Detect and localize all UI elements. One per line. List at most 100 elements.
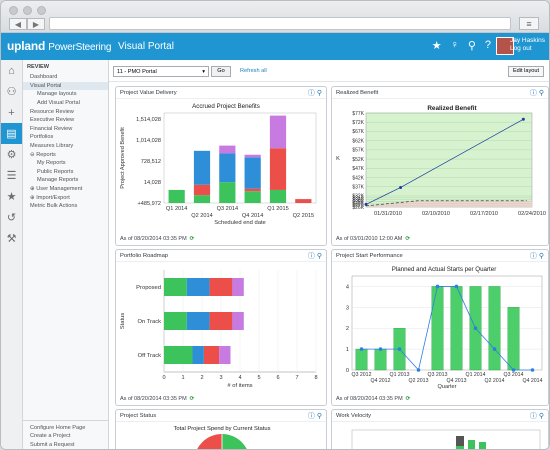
zoom-icon[interactable]: ⚲ (316, 413, 322, 420)
info-icon[interactable]: ⓘ (307, 413, 315, 420)
close-dot[interactable] (9, 6, 18, 15)
info-icon[interactable]: ⓘ (529, 90, 537, 97)
sidebar-item[interactable]: Resource Review (30, 108, 74, 115)
panel-title: Work Velocity ⓘ ⚲ (332, 410, 548, 422)
sidebar-item[interactable]: ⊖ Reports (30, 151, 56, 158)
refresh-icon[interactable]: ⟳ (405, 396, 411, 402)
window-controls (9, 6, 46, 15)
info-icon[interactable]: ⓘ (307, 253, 315, 260)
browser-chrome: ◀ ▶ ≡ (1, 1, 549, 33)
sidebar-item[interactable]: Manage Reports (37, 177, 79, 184)
chart-title: Planned and Actual Starts per Quarter (392, 266, 497, 273)
bar-segment (164, 278, 187, 296)
y-tick-label: +485,972 (138, 201, 162, 207)
portal-select[interactable]: 11 - PMO Portal ▾ (113, 66, 209, 77)
info-icon[interactable]: ⓘ (307, 90, 315, 97)
sidebar-item[interactable]: Public Reports (37, 168, 74, 175)
forward-icon[interactable]: ▶ (27, 18, 45, 30)
refresh-icon[interactable]: ⟳ (189, 396, 195, 402)
as-of-text: As of 08/20/2014 03:35 PM (120, 236, 187, 242)
sidebar-item[interactable]: Add Visual Portal (37, 100, 80, 107)
go-button[interactable]: Go (211, 66, 231, 77)
sidebar-item[interactable]: ⊕ User Management (30, 186, 83, 193)
chart-title: Accrued Project Benefits (192, 103, 260, 110)
panel-footer: As of 08/20/2014 03:35 PM ⟳ (120, 396, 194, 402)
chart-title: Realized Benefit (427, 105, 477, 112)
star-icon[interactable]: ★ (431, 40, 442, 52)
sidebar-item[interactable]: Visual Portal (23, 81, 108, 91)
history-icon[interactable]: ↺ (6, 212, 17, 224)
lightbulb-icon[interactable]: ♀ (450, 39, 459, 51)
minimize-dot[interactable] (23, 6, 32, 15)
y-tick-label: $31K (352, 196, 364, 202)
bar-segment (244, 191, 261, 203)
sidebar-item[interactable]: Portfolios (30, 134, 54, 141)
favorites-icon[interactable]: ★ (6, 191, 17, 203)
planned-bar (431, 286, 444, 371)
sidebar-bottom-item[interactable]: Configure Home Page (30, 424, 86, 431)
x-tick-label: 6 (276, 375, 279, 381)
y-axis-label: Project Approved Benefit (120, 127, 126, 189)
info-icon[interactable]: ⓘ (529, 253, 537, 260)
y-tick-label: 1,014,028 (136, 138, 161, 144)
refresh-icon[interactable]: ⟳ (405, 236, 410, 242)
x-axis-label: # of items (227, 383, 252, 389)
sidebar-item[interactable]: ⊕ Import/Export (30, 194, 70, 201)
address-bar[interactable] (49, 17, 511, 30)
actual-point (454, 284, 459, 289)
bar-segment (219, 153, 236, 183)
bar-segment (269, 189, 287, 203)
search-icon[interactable]: ⚲ (467, 40, 476, 52)
tools-icon[interactable]: ⚒ (6, 233, 17, 245)
sidebar-item[interactable]: Manage layouts (37, 91, 77, 98)
bar-segment (186, 278, 210, 296)
x-tick-label: Q4 2012 (371, 378, 391, 384)
home-icon[interactable]: ⌂ (8, 64, 15, 77)
zoom-icon[interactable]: ⚲ (316, 90, 322, 97)
sidebar-item[interactable]: Metric Bulk Actions (30, 203, 78, 210)
x-tick-label: Q4 2014 (523, 378, 543, 384)
sidebar-item[interactable]: My Reports (37, 160, 66, 167)
logout-link[interactable]: Log out (509, 45, 532, 52)
refresh-icon[interactable]: ⟳ (189, 236, 195, 242)
actual-line (361, 286, 533, 371)
help-icon[interactable]: ? (484, 39, 491, 51)
browser-menu-icon[interactable]: ≡ (519, 17, 539, 30)
app-logo[interactable]: upland PowerSteering (7, 39, 111, 53)
sidebar-item[interactable]: Executive Review (30, 117, 75, 124)
zoom-icon[interactable]: ⚲ (538, 253, 544, 260)
zoom-icon[interactable]: ⚲ (538, 90, 544, 97)
x-tick-label: Q2 2014 (485, 378, 505, 384)
edit-layout-button[interactable]: Edit layout (508, 66, 544, 77)
actual-point (399, 185, 403, 189)
x-tick-label: 8 (314, 375, 317, 381)
hierarchy-icon[interactable]: ☰ (6, 170, 17, 182)
info-icon[interactable]: ⓘ (529, 413, 537, 420)
y-tick-label: 4 (346, 284, 349, 290)
projects-icon[interactable]: ⚇ (6, 86, 17, 98)
review-icon[interactable]: ▤ (1, 123, 22, 144)
planned-bar (450, 286, 463, 371)
zoom-icon[interactable]: ⚲ (538, 413, 544, 420)
panel-portfolio-roadmap: Portfolio Roadmap ⓘ ⚲ 0 1 2 3 4 5 6 7 8 # of item… (115, 249, 327, 406)
maximize-dot[interactable] (37, 6, 46, 15)
back-icon[interactable]: ◀ (9, 18, 27, 30)
settings-icon[interactable]: ⚙ (6, 149, 17, 161)
zoom-icon[interactable]: ⚲ (316, 253, 322, 260)
bar-segment (209, 278, 233, 296)
panel-work-velocity: Work Velocity ⓘ ⚲ (331, 409, 549, 449)
sidebar-item[interactable]: Measures Library (30, 143, 74, 150)
add-icon[interactable]: + (8, 106, 15, 119)
sidebar-item[interactable]: Dashboard (30, 74, 58, 81)
refresh-all-link[interactable]: Refresh all (240, 68, 267, 74)
sidebar-bottom-item[interactable]: Submit a Request (30, 441, 75, 448)
y-tick-label: $62K (352, 138, 364, 144)
plot-area (163, 112, 317, 204)
logo-product: PowerSteering (48, 42, 112, 53)
avatar[interactable] (496, 37, 514, 55)
sidebar-bottom-item[interactable]: Create a Project (30, 433, 71, 440)
velocity-bar (468, 440, 475, 449)
sidebar-item[interactable]: Financial Review (30, 125, 73, 132)
bar-segment (168, 189, 185, 203)
chart-title: Total Project Spend by Current Status (174, 426, 271, 432)
